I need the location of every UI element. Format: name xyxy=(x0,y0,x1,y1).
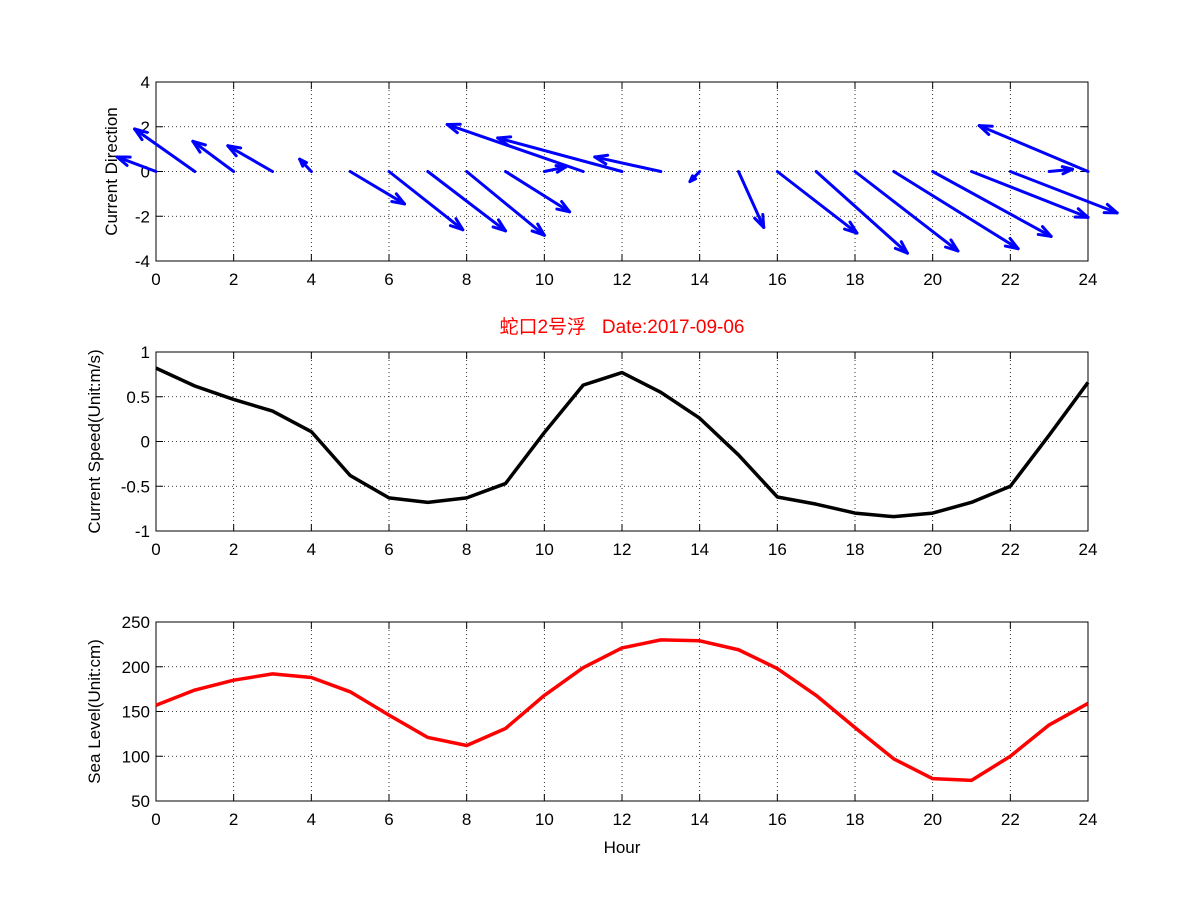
x-tick-label: 12 xyxy=(613,810,632,829)
x-tick-label: 10 xyxy=(535,810,554,829)
x-tick-label: 4 xyxy=(307,810,316,829)
x-tick-label: 20 xyxy=(923,810,942,829)
arrow-shaft xyxy=(777,172,857,234)
quiver-arrow xyxy=(739,172,764,228)
x-tick-label: 22 xyxy=(1001,270,1020,289)
x-tick-label: 18 xyxy=(846,810,865,829)
arrow-shaft xyxy=(228,146,273,172)
x-tick-label: 10 xyxy=(535,270,554,289)
x-tick-label: 12 xyxy=(613,540,632,559)
quiver-arrow xyxy=(428,172,506,231)
x-tick-label: 4 xyxy=(307,270,316,289)
quiver-arrow xyxy=(855,172,958,251)
quiver-arrow xyxy=(447,124,583,171)
x-tick-label: 14 xyxy=(690,540,709,559)
x-tick-label: 22 xyxy=(1001,810,1020,829)
chart-title: 蛇口2号浮 Date:2017-09-06 xyxy=(156,312,1088,339)
quiver-arrow xyxy=(1049,167,1072,174)
quiver-arrow xyxy=(506,172,570,212)
y-tick-label: 250 xyxy=(122,613,150,632)
x-tick-label: 22 xyxy=(1001,540,1020,559)
x-tick-label: 6 xyxy=(384,540,393,559)
arrow-shaft xyxy=(506,172,570,212)
arrow-shaft xyxy=(979,126,1088,172)
quiver-arrow xyxy=(228,146,273,172)
x-tick-label: 18 xyxy=(846,540,865,559)
y-tick-label: -0.5 xyxy=(121,477,150,496)
arrow-shaft xyxy=(447,125,583,172)
x-tick-label: 4 xyxy=(307,540,316,559)
quiver-arrow xyxy=(690,172,700,182)
x-tick-label: 8 xyxy=(462,810,471,829)
x-tick-label: 16 xyxy=(768,270,787,289)
x-tick-label: 12 xyxy=(613,270,632,289)
y-tick-label: -1 xyxy=(135,522,150,541)
x-tick-label: 20 xyxy=(923,270,942,289)
arrow-shaft xyxy=(117,157,156,172)
y-tick-label: 100 xyxy=(122,747,150,766)
x-tick-label: 8 xyxy=(462,270,471,289)
y-tick-label: 4 xyxy=(141,73,150,92)
arrow-head xyxy=(763,214,764,227)
x-tick-label: 6 xyxy=(384,810,393,829)
quiver-arrow xyxy=(979,126,1088,172)
x-tick-label: 2 xyxy=(229,810,238,829)
quiver-arrow xyxy=(595,155,661,171)
quiver-arrow xyxy=(544,166,565,173)
x-tick-label: 14 xyxy=(690,270,709,289)
x-tick-label: 24 xyxy=(1079,810,1098,829)
x-tick-label: 2 xyxy=(229,270,238,289)
x-tick-label: 8 xyxy=(462,540,471,559)
y-tick-label: 0 xyxy=(141,433,150,452)
quiver-arrow xyxy=(300,159,312,171)
series-line xyxy=(156,368,1088,517)
y-tick-label: -2 xyxy=(135,207,150,226)
arrow-shaft xyxy=(739,172,764,228)
arrow-shaft xyxy=(428,172,506,231)
y-tick-label: 0.5 xyxy=(126,388,150,407)
x-tick-label: 16 xyxy=(768,540,787,559)
arrow-shaft xyxy=(855,172,958,251)
x-axis-label: Hour xyxy=(604,838,641,857)
x-tick-label: 2 xyxy=(229,540,238,559)
quiver-arrow xyxy=(467,172,545,236)
y-tick-label: 1 xyxy=(141,343,150,362)
x-tick-label: 0 xyxy=(151,270,160,289)
y-tick-label: -4 xyxy=(135,252,150,271)
arrow-shaft xyxy=(467,172,545,236)
x-tick-label: 14 xyxy=(690,810,709,829)
y-axis-label: Sea Level(Unit:cm) xyxy=(85,639,104,784)
x-tick-label: 20 xyxy=(923,540,942,559)
x-tick-label: 18 xyxy=(846,270,865,289)
quiver-arrow xyxy=(117,157,156,172)
y-tick-label: 200 xyxy=(122,658,150,677)
y-axis-label: Current Direction xyxy=(102,107,121,236)
y-axis-label: Current Speed(Unit:m/s) xyxy=(85,349,104,533)
y-tick-label: 150 xyxy=(122,703,150,722)
x-tick-label: 6 xyxy=(384,270,393,289)
y-tick-label: 50 xyxy=(131,792,150,811)
x-tick-label: 24 xyxy=(1079,540,1098,559)
x-tick-label: 24 xyxy=(1079,270,1098,289)
x-tick-label: 0 xyxy=(151,540,160,559)
x-tick-label: 0 xyxy=(151,810,160,829)
quiver-arrow xyxy=(777,172,857,234)
x-tick-label: 16 xyxy=(768,810,787,829)
x-tick-label: 10 xyxy=(535,540,554,559)
